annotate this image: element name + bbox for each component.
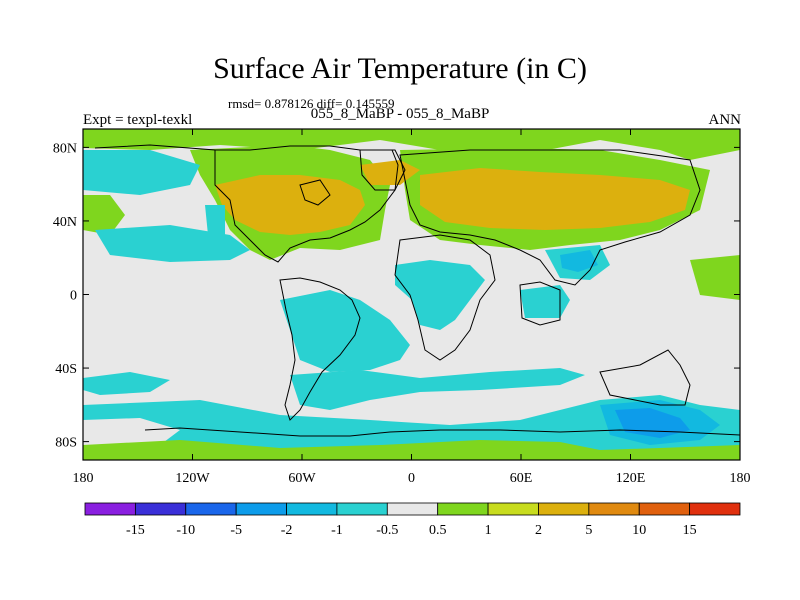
eurasia-warmest <box>420 168 690 230</box>
colorbar-swatch <box>588 502 640 516</box>
north-america-warmest <box>215 175 365 235</box>
pacific-east-warm <box>690 255 740 300</box>
africa-coast <box>394 234 496 361</box>
lon-tick-label: 180 <box>73 471 94 486</box>
colorbar-label: -0.5 <box>376 523 398 538</box>
colorbar-label: -10 <box>176 523 195 538</box>
indian-ocean-cool <box>520 285 570 318</box>
colorbar-label: 10 <box>632 523 646 538</box>
colorbar-swatch <box>134 502 187 516</box>
stats-label: rmsd= 0.878126 diff= 0.145559 <box>228 96 395 111</box>
lat-tick-label: 80S <box>55 436 77 451</box>
eurasia-coast <box>399 149 701 286</box>
colorbar-swatch <box>538 502 590 516</box>
atlantic-cool-patch <box>205 205 225 255</box>
colorbar-swatch <box>638 502 691 516</box>
longitude-axis: 180 120W 60W 0 60E 120E 180 <box>73 129 751 486</box>
lat-tick-label: 40S <box>55 362 77 377</box>
colorbar-label: 15 <box>683 523 697 538</box>
pacific-north-cool <box>83 150 200 195</box>
colorbar-label: -1 <box>331 523 343 538</box>
coastlines <box>94 144 740 437</box>
plot-title: Surface Air Temperature (in C) <box>213 52 587 85</box>
colorbar-swatch <box>185 502 237 516</box>
temperature-field <box>83 129 740 460</box>
lon-tick-label: 60E <box>510 471 533 486</box>
india-coast <box>519 281 561 326</box>
colorbar-swatch <box>689 502 741 516</box>
colorbar-label: 5 <box>585 523 592 538</box>
colorbar-label: 0.5 <box>429 523 447 538</box>
lon-tick-label: 0 <box>408 471 415 486</box>
north-america-coast <box>94 144 399 263</box>
latitude-axis: 80N 40N 0 40S 80S <box>53 141 740 451</box>
antarctica-coast <box>144 427 740 437</box>
south-america-coast <box>279 277 361 421</box>
colorbar-label: -5 <box>230 523 242 538</box>
south-america-cool <box>280 290 410 372</box>
colorbar-swatch <box>386 502 439 516</box>
colorbar-swatch <box>336 502 388 516</box>
colorbar-label: -15 <box>126 523 145 538</box>
australia-coast <box>599 349 691 406</box>
lon-tick-label: 60W <box>288 471 316 486</box>
colorbar-label: -2 <box>281 523 293 538</box>
lat-tick-label: 80N <box>53 141 77 156</box>
lat-tick-label: 40N <box>53 215 77 230</box>
colorbar-swatch <box>437 502 489 516</box>
colorbar-swatch <box>487 502 539 516</box>
southern-warm-band <box>83 440 740 460</box>
colorbar-label: 2 <box>535 523 542 538</box>
plot-subtitle: 055_8_MaBP - 055_8_MaBP <box>310 106 490 122</box>
southern-cool-band <box>83 395 740 460</box>
africa-cool-patch <box>395 260 485 330</box>
atlantic-west-warm <box>83 195 125 235</box>
south-atlantic-cool <box>290 368 585 410</box>
greenland-coast <box>359 149 406 191</box>
lat-tick-label: 0 <box>70 289 77 304</box>
colorbar-swatch <box>286 502 338 516</box>
colorbar-swatch <box>235 502 287 516</box>
colorbar-label: 1 <box>485 523 492 538</box>
arctic-warm-band <box>83 129 740 160</box>
colorbar: -15 -10 -5 -2 -1 -0.5 0.5 1 2 5 10 15 <box>84 502 741 538</box>
hudson-bay-coast <box>299 179 331 206</box>
asia-cooler-patch <box>560 250 598 272</box>
lon-tick-label: 120E <box>616 471 646 486</box>
south-pacific-cool <box>83 372 170 395</box>
colorbar-swatch <box>84 502 136 516</box>
season-label: ANN <box>708 112 742 128</box>
lon-tick-label: 120W <box>175 471 210 486</box>
experiment-label: Expt = texpl-texkl <box>83 112 193 128</box>
lon-tick-label: 180 <box>730 471 751 486</box>
